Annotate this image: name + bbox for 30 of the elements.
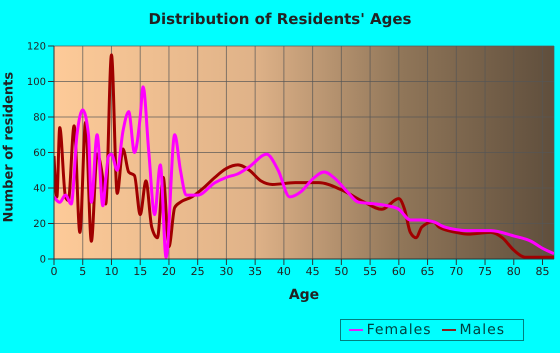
y-tick-label: 60 xyxy=(33,148,46,160)
y-tick-label: 100 xyxy=(26,77,46,88)
y-tick-label: 0 xyxy=(40,254,46,266)
legend-label: Males xyxy=(460,322,505,338)
x-tick-label: 10 xyxy=(104,264,118,278)
x-tick-label: 40 xyxy=(276,264,291,278)
x-tick-label: 30 xyxy=(219,264,234,278)
x-tick-label: 85 xyxy=(536,264,550,278)
x-tick-label: 50 xyxy=(334,264,348,278)
legend-label: Females xyxy=(366,322,432,338)
x-tick-label: 80 xyxy=(506,264,521,278)
y-tick-label: 120 xyxy=(26,42,46,53)
x-tick-label: 70 xyxy=(449,264,464,278)
x-tick-label: 25 xyxy=(190,264,205,278)
y-tick-label: 80 xyxy=(33,112,46,124)
x-tick-label: 35 xyxy=(248,264,262,278)
x-tick-label: 65 xyxy=(420,264,435,278)
x-tick-label: 75 xyxy=(478,264,492,278)
x-axis-title: Age xyxy=(288,286,320,303)
x-tick-label: 0 xyxy=(50,264,58,278)
y-axis-title: Number of residents xyxy=(2,72,17,222)
chart-title: Distribution of Residents' Ages xyxy=(148,10,412,28)
y-tick-label: 40 xyxy=(33,184,46,195)
x-tick-label: 15 xyxy=(133,264,148,278)
y-tick-label: 20 xyxy=(33,219,46,230)
x-tick-label: 45 xyxy=(306,264,320,278)
x-tick-label: 55 xyxy=(363,264,378,278)
x-tick-label: 60 xyxy=(392,264,406,278)
x-tick-label: 5 xyxy=(79,264,86,278)
x-tick-label: 20 xyxy=(162,264,176,278)
